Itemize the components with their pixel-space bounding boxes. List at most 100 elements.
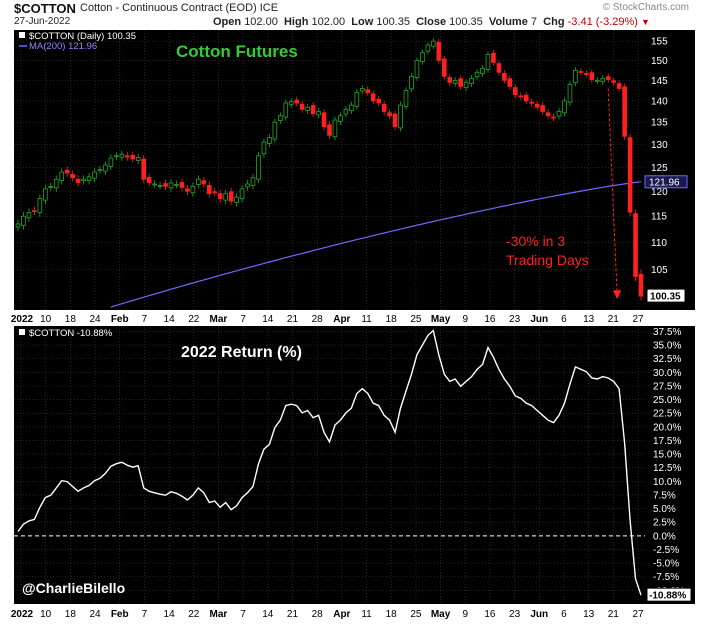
candle-body: [125, 155, 130, 158]
candle-body: [502, 73, 507, 81]
candle-body: [245, 183, 250, 188]
date-label: 7: [240, 314, 246, 325]
candle-body: [370, 93, 376, 102]
candle: [600, 75, 606, 85]
date-label: 10: [40, 314, 52, 325]
candle-body: [567, 83, 573, 103]
candle-body: [387, 112, 392, 117]
last-return-box: [646, 587, 692, 602]
bottom-date-axis: [0, 604, 701, 624]
candle: [589, 69, 595, 83]
candle: [256, 152, 261, 184]
candle: [26, 208, 32, 222]
candle: [234, 193, 239, 207]
candle-body: [278, 115, 283, 121]
date-label: 21: [608, 314, 620, 325]
date-label: Jun: [530, 314, 548, 325]
return-tick-label: 20.0%: [653, 422, 681, 433]
candle: [272, 118, 278, 143]
price-tick-label: 125: [651, 163, 668, 174]
date-label: 13: [583, 314, 595, 325]
ohlc-readout: Open 102.00 High 102.00 Low 100.35 Close…: [213, 16, 650, 28]
candle-body: [32, 210, 37, 213]
candle: [431, 38, 436, 50]
candle: [267, 134, 272, 148]
date-label: 24: [89, 609, 101, 620]
candle: [305, 103, 310, 115]
candle: [310, 102, 316, 118]
candle-body: [616, 83, 622, 89]
candle: [376, 95, 381, 107]
return-tick-label: 35.0%: [653, 341, 681, 352]
candle-body: [81, 178, 86, 182]
last-return-label: -10.88%: [649, 591, 686, 602]
candle: [119, 150, 125, 161]
candle-body: [114, 155, 119, 158]
return-legend-swatch: [19, 329, 25, 335]
candle-body: [152, 183, 157, 186]
candle-body: [321, 112, 327, 127]
date-label: 9: [462, 314, 468, 325]
candle-body: [174, 184, 179, 186]
candle-body: [420, 52, 425, 63]
candle: [157, 181, 163, 190]
return-tick-label: -7.5%: [653, 572, 679, 583]
candle-body: [59, 171, 65, 182]
candle-body: [196, 178, 201, 185]
price-panel-background: [14, 30, 645, 310]
candle-body: [53, 178, 59, 189]
date-label: Mar: [210, 609, 228, 620]
price-tick-label: 150: [651, 56, 668, 67]
candle-body: [534, 103, 540, 108]
return-legend-label: $COTTON -10.88%: [29, 328, 113, 339]
candle: [92, 168, 97, 183]
candle: [578, 68, 584, 76]
candle-body: [64, 169, 70, 174]
date-label: 7: [142, 314, 148, 325]
candle: [103, 161, 108, 175]
candle: [21, 212, 26, 230]
candle: [185, 184, 190, 196]
candle: [223, 189, 228, 205]
candle-body: [627, 137, 633, 213]
chg-value: -3.41 (-3.29%): [567, 16, 638, 28]
date-label: 11: [361, 609, 372, 620]
return-tick-label: 17.5%: [653, 436, 681, 447]
candle: [398, 101, 403, 132]
candle-body: [529, 101, 534, 104]
candle: [206, 181, 212, 198]
candle: [359, 85, 365, 95]
candle: [562, 97, 567, 117]
candle: [545, 109, 551, 120]
candle-body: [441, 58, 447, 77]
candle-body: [294, 99, 300, 104]
annotation-arrowhead: [613, 290, 622, 300]
candle: [168, 179, 174, 192]
candle: [327, 121, 332, 139]
down-arrow-icon: ▼: [640, 17, 650, 27]
candle: [425, 41, 431, 55]
candle: [403, 87, 409, 110]
candle-body: [540, 105, 545, 112]
date-label: Apr: [333, 314, 350, 325]
return-tick-label: 27.5%: [653, 381, 681, 392]
candle-body: [206, 185, 212, 195]
candle-body: [256, 155, 261, 180]
return-axis: 37.5% 35.0% 32.5% 30.0% 27.5% 25.0% 22.5% 20.0%…: [646, 327, 692, 602]
return-gridlines: [14, 326, 645, 604]
candle-body: [611, 80, 616, 83]
candle-body: [163, 183, 168, 187]
candle: [638, 269, 644, 301]
date-label: May: [431, 609, 451, 620]
return-chart-title: 2022 Return (%): [181, 344, 302, 361]
annotation-arrow: [607, 88, 618, 296]
middle-date-labels: 2022 10 18 24 Feb 7 14 22 Mar 7 14 21 28 Apr 11 18 25 May…: [11, 314, 644, 325]
ma-value-box: [644, 175, 688, 189]
candle-body: [359, 88, 365, 92]
return-tick-label: 12.5%: [653, 463, 681, 474]
date-label: 14: [262, 314, 274, 325]
last-price-label: 100.35: [650, 292, 681, 303]
return-tick-label: 2.5%: [653, 518, 676, 529]
candle: [201, 176, 207, 188]
